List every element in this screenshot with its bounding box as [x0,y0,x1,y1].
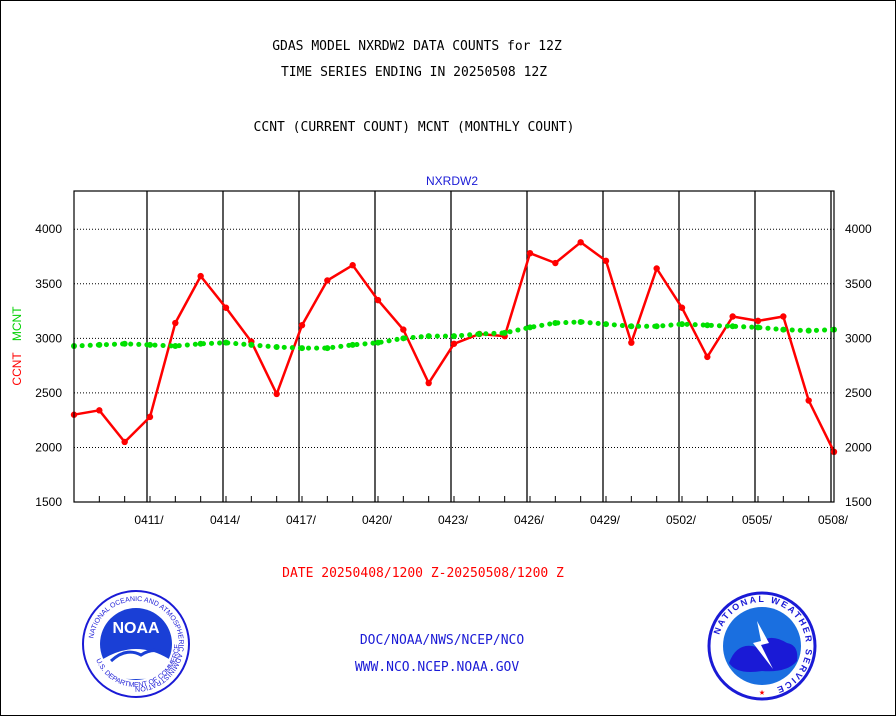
point-ccnt [172,319,179,327]
point-ccnt [197,272,204,280]
x-tick-label: 0426/ [514,513,545,527]
y-axis-label-ccnt: CCNT [10,352,24,386]
noaa-logo: NOAA NATIONAL OCEANIC AND ATMOSPHERIC AD… [82,590,190,698]
point-ccnt [273,390,280,398]
y-tick-label-right: 2000 [845,440,872,454]
y-tick-label-right: 3500 [845,277,872,291]
point-ccnt [450,340,458,347]
point-mcnt [628,323,635,330]
point-ccnt [678,304,686,311]
point-mcnt [704,322,711,329]
x-tick-label: 0429/ [590,513,621,527]
nws-logo: ★ NATIONAL WEATHER SERVICE [707,591,817,701]
point-mcnt [349,341,356,348]
point-ccnt [349,262,356,269]
point-ccnt [298,322,306,329]
date-range: DATE 20250408/1200 Z-20250508/1200 Z [282,566,564,581]
point-mcnt [729,323,736,330]
x-tick-label: 0420/ [362,513,393,527]
x-tick-label: 0423/ [438,513,469,527]
point-mcnt [400,335,407,342]
point-ccnt [577,239,584,246]
point-mcnt [172,342,179,349]
y-tick-label-right: 4000 [845,222,872,236]
y-tick-label-left: 2000 [35,440,62,454]
point-ccnt [729,313,736,320]
point-mcnt [653,323,660,330]
point-mcnt [577,318,584,325]
y-tick-label-right: 1500 [845,495,872,509]
x-tick-label: 0502/ [666,513,697,527]
point-ccnt [653,265,660,272]
noaa-logo-text: NOAA [112,620,160,637]
point-mcnt [121,340,128,347]
link-doc-noaa[interactable]: DOC/NOAA/NWS/NCEP/NCO [359,633,525,648]
point-mcnt [223,339,229,346]
axis-layer: 1500 1500 2000 2000 2500 2500 3000 3000 3500 3500… [35,190,872,527]
point-ccnt [805,397,812,404]
y-tick-label-right: 2500 [845,386,872,400]
point-mcnt [552,320,559,327]
point-mcnt [679,321,685,328]
point-mcnt [451,333,457,340]
point-ccnt [780,313,787,320]
x-tick-label: 0505/ [742,513,773,527]
point-ccnt [121,438,128,446]
chart-title: NXRDW2 [426,174,478,188]
point-ccnt [324,277,331,284]
point-mcnt [324,345,331,352]
y-axis-label: CCNT MCNT [10,306,24,386]
point-ccnt [374,296,382,304]
x-tick-label: 0417/ [286,513,317,527]
link-nco-website[interactable]: WWW.NCO.NCEP.NOAA.GOV [354,660,520,675]
point-mcnt [299,345,305,352]
header-line-2: TIME SERIES ENDING IN 20250508 12Z [280,65,548,80]
point-mcnt [96,341,103,348]
x-tick-label: 0414/ [210,513,241,527]
header-line-1: GDAS MODEL NXRDW2 DATA COUNTS for 12Z [272,39,562,54]
y-tick-label-left: 3000 [35,331,62,345]
point-ccnt [526,250,534,257]
point-mcnt [603,321,609,328]
point-ccnt [222,304,230,311]
point-mcnt [147,341,153,348]
point-mcnt [755,324,761,331]
point-mcnt [273,344,280,351]
y-tick-label-right: 3000 [845,331,872,345]
point-mcnt [476,330,483,337]
x-tick-label: 0411/ [134,513,164,527]
point-ccnt [552,259,559,267]
y-tick-label-left: 1500 [35,495,62,509]
y-tick-label-left: 3500 [35,277,62,291]
point-ccnt [704,353,711,361]
point-mcnt [197,340,204,347]
point-mcnt [805,327,812,334]
point-ccnt [400,326,407,333]
y-tick-label-left: 4000 [35,222,62,236]
point-ccnt [602,257,610,265]
x-tick-label: 0508/ [818,513,849,527]
header-line-3: CCNT (CURRENT COUNT) MCNT (MONTHLY COUNT… [253,120,575,135]
point-ccnt [146,413,154,421]
point-mcnt [527,324,533,331]
point-ccnt [754,317,762,325]
point-ccnt [425,379,432,387]
svg-text:★: ★ [759,687,765,698]
point-mcnt [425,333,432,340]
series-layer [70,239,838,456]
y-tick-label-left: 2500 [35,386,62,400]
point-mcnt [248,341,255,348]
point-mcnt [375,339,381,346]
point-mcnt [501,329,508,336]
point-ccnt [628,339,635,346]
point-mcnt [780,326,787,333]
svg-text:CCNT MCNT: CCNT MCNT [10,306,24,386]
point-ccnt [96,407,103,414]
y-axis-label-mcnt: MCNT [10,306,24,341]
